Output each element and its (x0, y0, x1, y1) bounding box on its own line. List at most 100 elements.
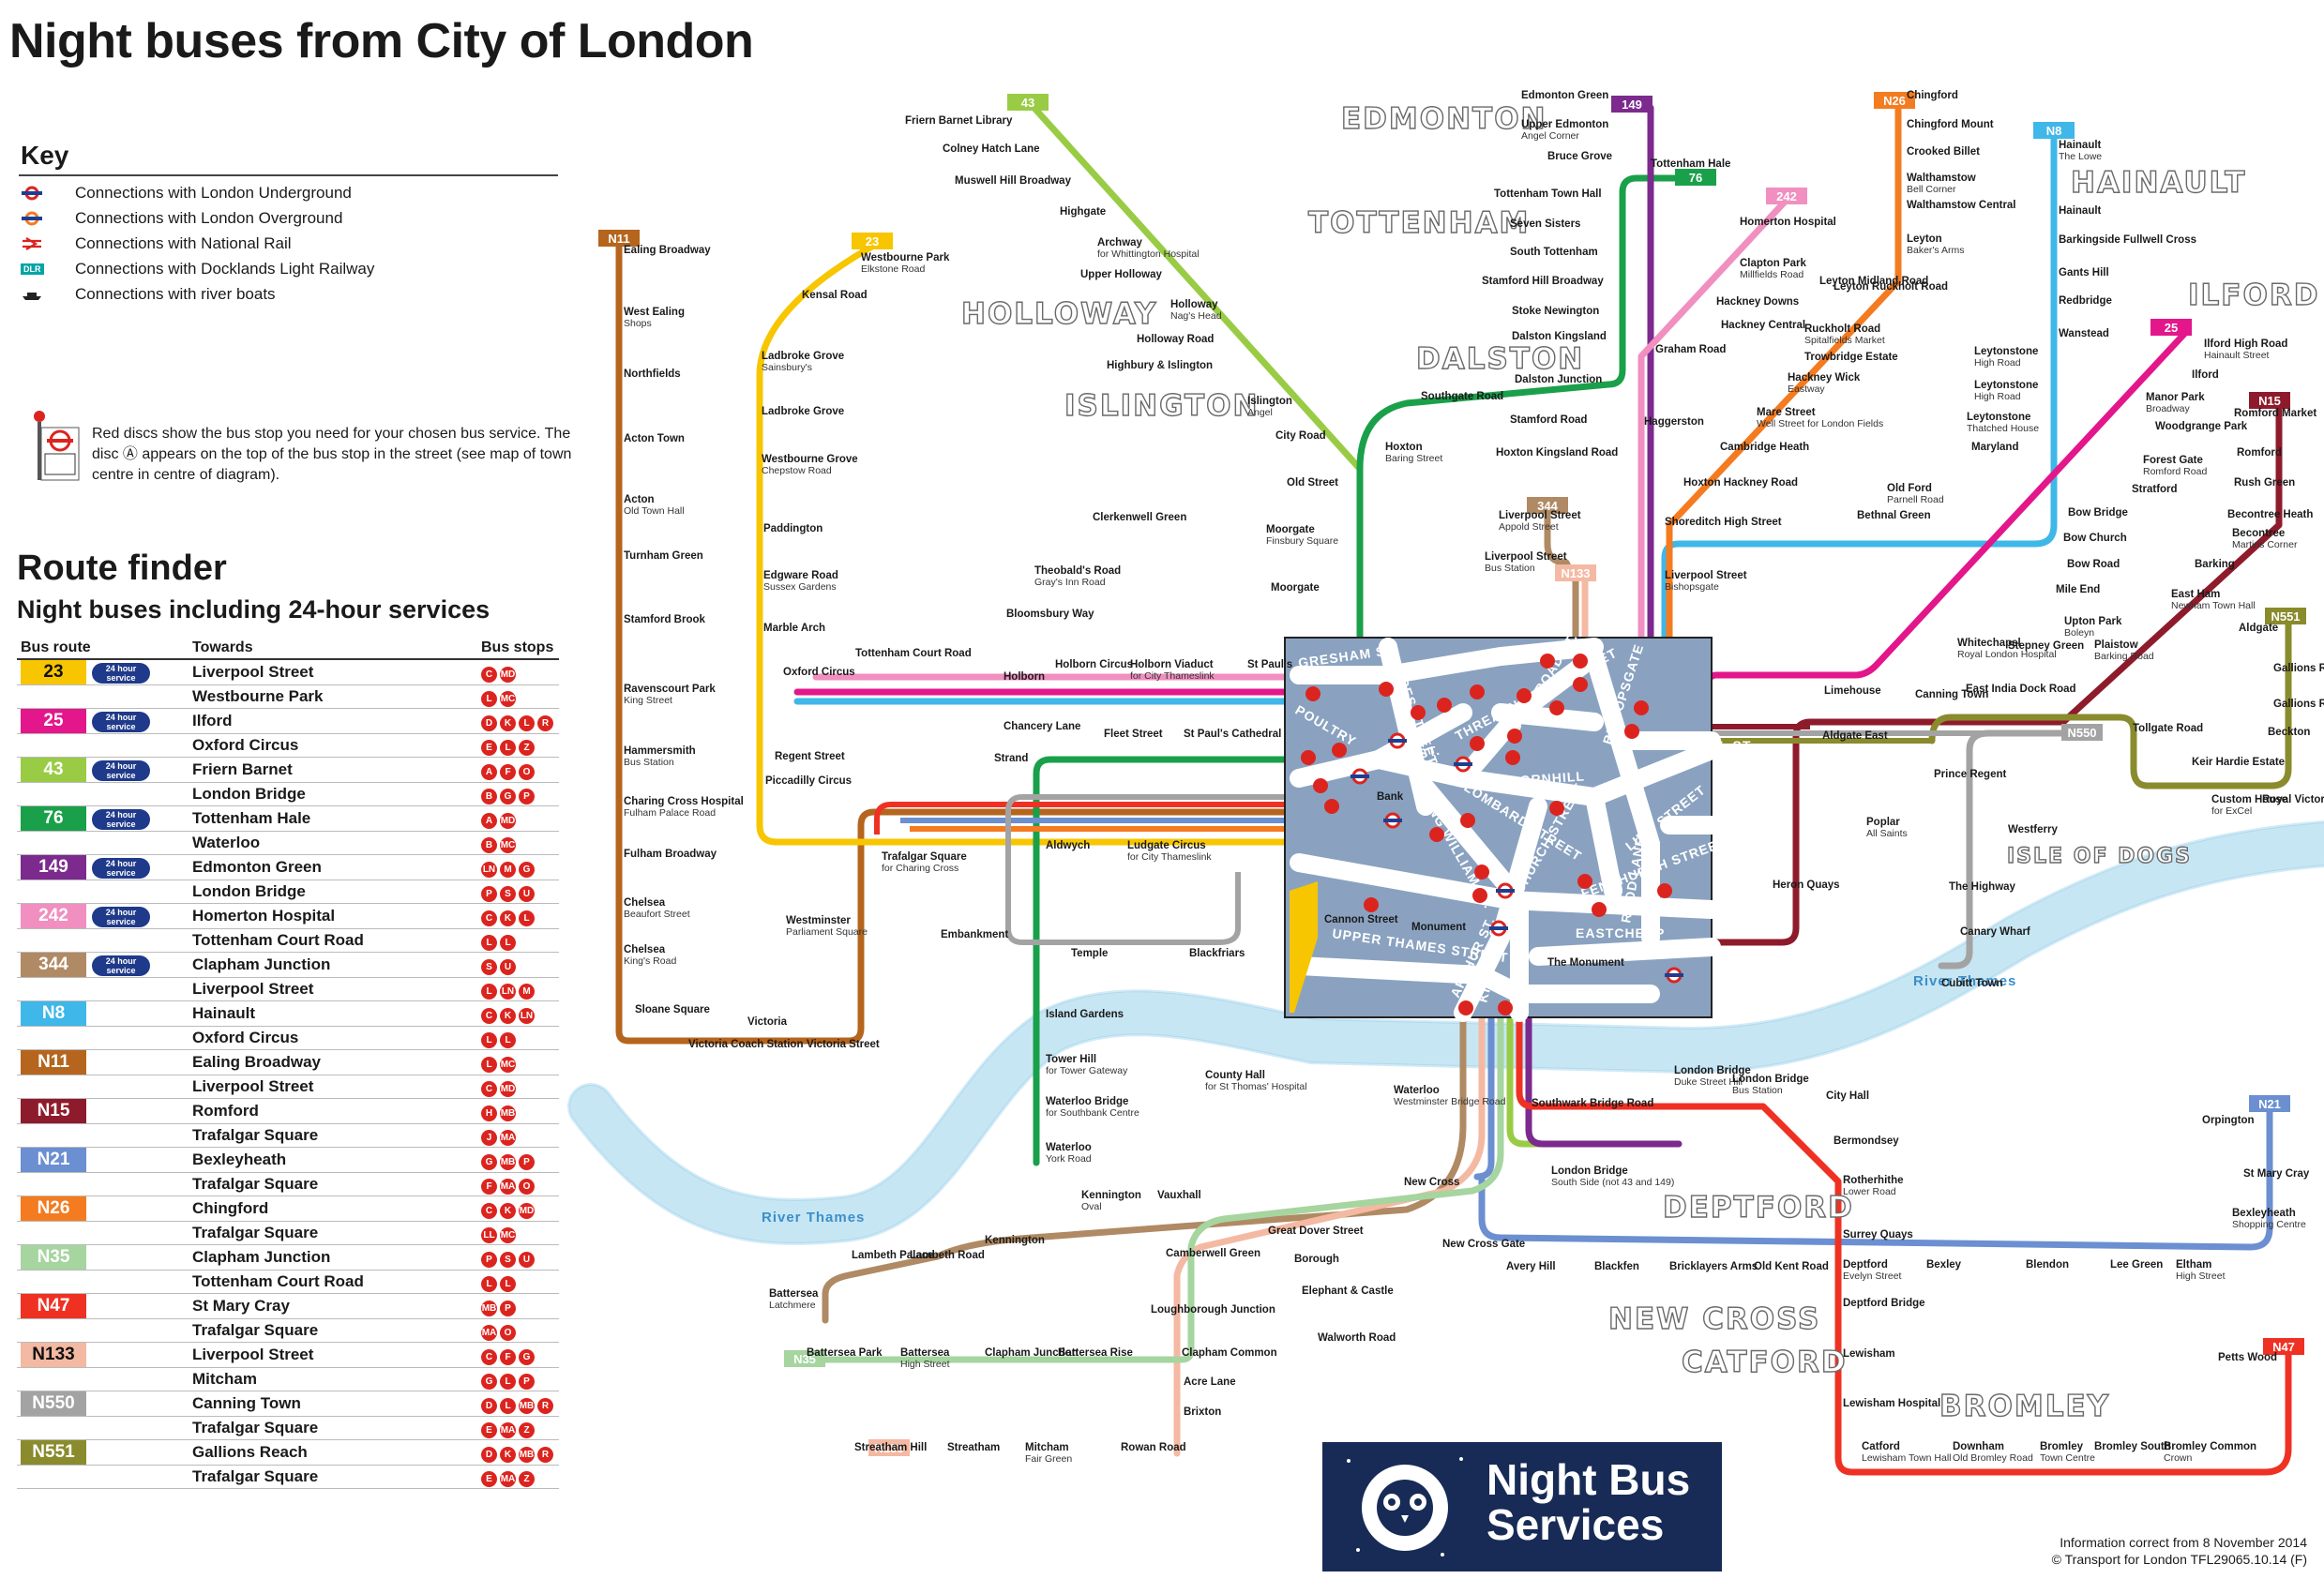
stop-disc: R (537, 1446, 553, 1463)
stop-label: West Ealing (624, 307, 685, 318)
towards-cell: Ilford (189, 708, 477, 734)
stop-label: Highbury & Islington (1107, 360, 1213, 371)
table-row: Tottenham Court Road L L (17, 928, 559, 953)
route-badge: 242 (1766, 188, 1807, 204)
route-cell (17, 782, 189, 806)
stops-cell: LL MC (477, 1221, 559, 1245)
stop-sublabel: for Tower Gateway (1046, 1065, 1128, 1076)
stop-label: Eltham (2176, 1259, 2211, 1271)
stop-disc: MB (481, 1300, 497, 1316)
stop-sublabel: Old Bromley Road (1953, 1452, 2033, 1464)
route-badge-label: N26 (1883, 94, 1906, 108)
table-row: Oxford Circus E L Z (17, 733, 559, 758)
stop-label: Lambeth Road (910, 1250, 985, 1261)
route-line-149-south (1525, 1009, 1683, 1148)
stop-label: Clapham Common (1182, 1347, 1277, 1359)
stop-label: Hammersmith (624, 745, 696, 757)
route-line-76-south (1033, 756, 1289, 1166)
stop-label: St Paul's (1247, 659, 1292, 670)
stop-label: Streatham (947, 1442, 1000, 1453)
stop-label: Strand (994, 753, 1028, 764)
stop-label: Westbourne Grove (762, 454, 858, 465)
stop-disc: O (500, 1324, 516, 1341)
national-rail-icon (21, 236, 75, 251)
stop-label: Marble Arch (763, 623, 825, 634)
stop-disc: L (500, 1275, 516, 1292)
route-cell (17, 1026, 189, 1050)
stops-cell: LN M G (477, 854, 559, 880)
logo-line-1: Night Bus (1486, 1455, 1691, 1504)
stop-label: Battersea Park (807, 1347, 883, 1359)
stop-label: Trowbridge Estate (1804, 352, 1898, 363)
route-cell: N35 (17, 1244, 189, 1271)
stop-disc: MA (500, 1470, 516, 1487)
towards-cell: Oxford Circus (189, 1026, 477, 1050)
stop-label: Aldgate East (1822, 730, 1888, 742)
route-badge: 149 (1611, 96, 1652, 113)
route-number-badge: 23 (21, 660, 86, 684)
stop-label: Ilford (2192, 369, 2219, 381)
towards-cell: Homerton Hospital (189, 903, 477, 929)
stop-disc: LL (481, 1226, 497, 1243)
city-inset-map: GRESHAM ST. PRINCES STREET LOTHBURY OLD … (1284, 630, 1754, 1022)
route-line-n26 (1666, 98, 1902, 641)
stop-disc: MA (481, 1324, 497, 1341)
stop-label: Stratford (2132, 484, 2178, 495)
stop-label: South Tottenham (1510, 247, 1598, 258)
key-label: Connections with Docklands Light Railway (75, 259, 375, 278)
stop-sublabel: Bus Station (1732, 1085, 1783, 1096)
route-number-badge: N35 (21, 1245, 86, 1270)
route-line-344 (1544, 503, 1579, 641)
route-cell (17, 977, 189, 1001)
route-cell (17, 1270, 189, 1294)
stop-disc: MD (519, 1202, 535, 1219)
stop-label: Bow Road (2067, 559, 2120, 570)
stop-label: Paddington (763, 523, 822, 534)
stop-label: Hoxton Hackney Road (1683, 477, 1798, 489)
stop-label: Walworth Road (1318, 1332, 1396, 1344)
stop-label: Poplar (1866, 817, 1900, 828)
table-row: N551 Gallions Reach D K MB R (17, 1439, 559, 1466)
stop-label: Becontree (2232, 528, 2285, 539)
dlr-badge: DLR (21, 263, 44, 275)
route-line-n8 (1661, 135, 2058, 641)
route-badge: N11 (598, 230, 640, 247)
route-line-n35 (803, 1009, 1504, 1363)
route-line-344-south (822, 1009, 1467, 1324)
stop-label: Bow Church (2063, 533, 2127, 544)
route-line-43 (1028, 101, 1364, 641)
stop-sublabel: Angel Corner (1521, 130, 1579, 142)
stop-disc: P (519, 1373, 535, 1390)
stop-label: New Cross Gate (1442, 1239, 1525, 1250)
route-badge: N133 (1555, 564, 1596, 581)
route-cell: N551 (17, 1439, 189, 1466)
stop-label: Highgate (1060, 206, 1106, 218)
stop-disc: D (481, 1397, 497, 1414)
stop-sublabel: Millfields Road (1740, 269, 1803, 280)
stop-disc: MB (500, 1153, 516, 1170)
stop-label: Ilford High Road (2204, 338, 2287, 350)
column-header-stops: Bus stops (477, 638, 559, 660)
route-badge-label: N11 (608, 232, 629, 246)
route-cell (17, 1318, 189, 1343)
footer: Information correct from 8 November 2014… (2052, 1534, 2307, 1568)
table-row: 43 24 hour service Friern Barnet A F O (17, 757, 559, 783)
stop-disc: MC (500, 1056, 516, 1073)
stop-disc: MB (519, 1397, 535, 1414)
stops-cell: L MC (477, 1049, 559, 1075)
stop-sublabel: for City Thameslink (1130, 670, 1215, 682)
towards-cell: Tottenham Court Road (189, 1270, 477, 1294)
stop-disc: L (500, 1373, 516, 1390)
towards-cell: Clapham Junction (189, 1244, 477, 1271)
route-cell: 242 24 hour service (17, 903, 189, 929)
route-number-badge: 76 (21, 806, 86, 831)
stop-label: Oxford Circus (783, 667, 855, 678)
stop-disc: U (500, 958, 516, 975)
table-row: Waterloo B MC (17, 831, 559, 855)
stop-disc: G (500, 788, 516, 805)
stop-disc: Z (519, 1470, 535, 1487)
stop-sublabel: High Road (1974, 391, 2021, 402)
